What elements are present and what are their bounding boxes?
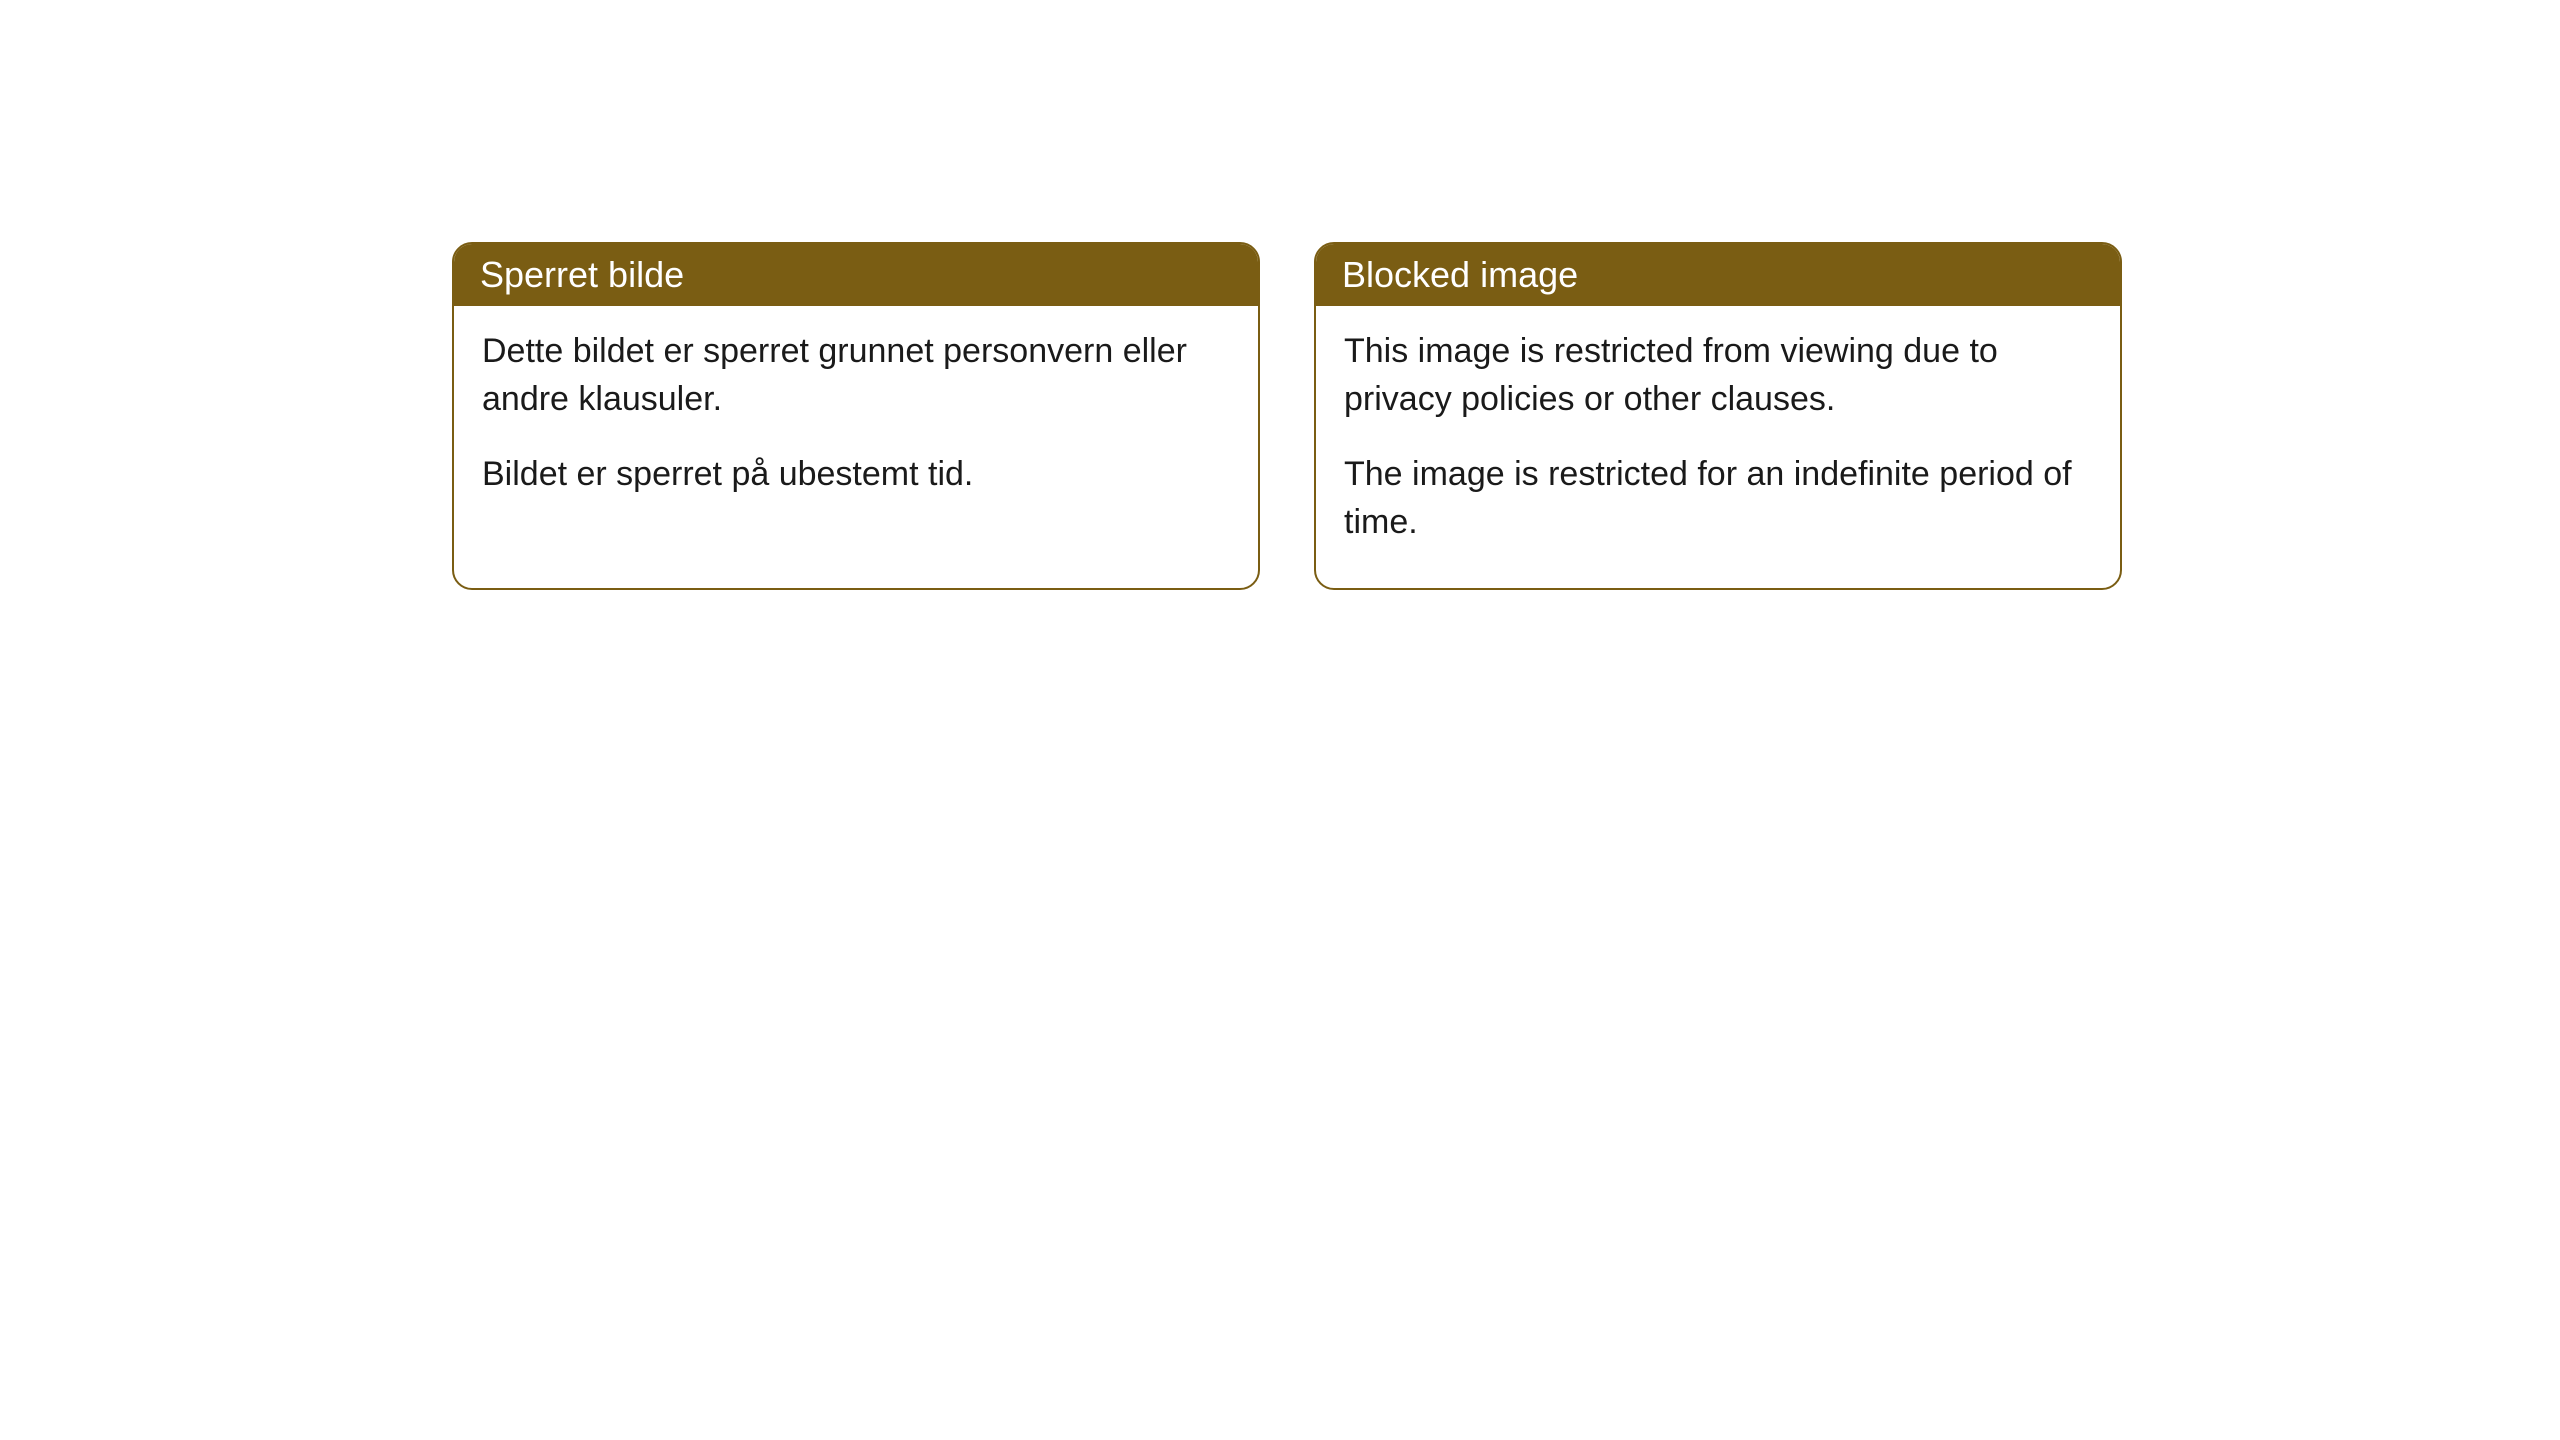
card-title: Sperret bilde xyxy=(480,254,684,295)
notice-card-norwegian: Sperret bilde Dette bildet er sperret gr… xyxy=(452,242,1260,590)
notice-cards-container: Sperret bilde Dette bildet er sperret gr… xyxy=(452,242,2122,590)
card-body: This image is restricted from viewing du… xyxy=(1316,306,2120,588)
card-paragraph: Dette bildet er sperret grunnet personve… xyxy=(482,328,1230,423)
card-paragraph: Bildet er sperret på ubestemt tid. xyxy=(482,451,1230,499)
card-paragraph: The image is restricted for an indefinit… xyxy=(1344,451,2092,546)
card-paragraph: This image is restricted from viewing du… xyxy=(1344,328,2092,423)
card-title: Blocked image xyxy=(1342,254,1578,295)
card-body: Dette bildet er sperret grunnet personve… xyxy=(454,306,1258,541)
card-header: Blocked image xyxy=(1316,244,2120,306)
card-header: Sperret bilde xyxy=(454,244,1258,306)
notice-card-english: Blocked image This image is restricted f… xyxy=(1314,242,2122,590)
